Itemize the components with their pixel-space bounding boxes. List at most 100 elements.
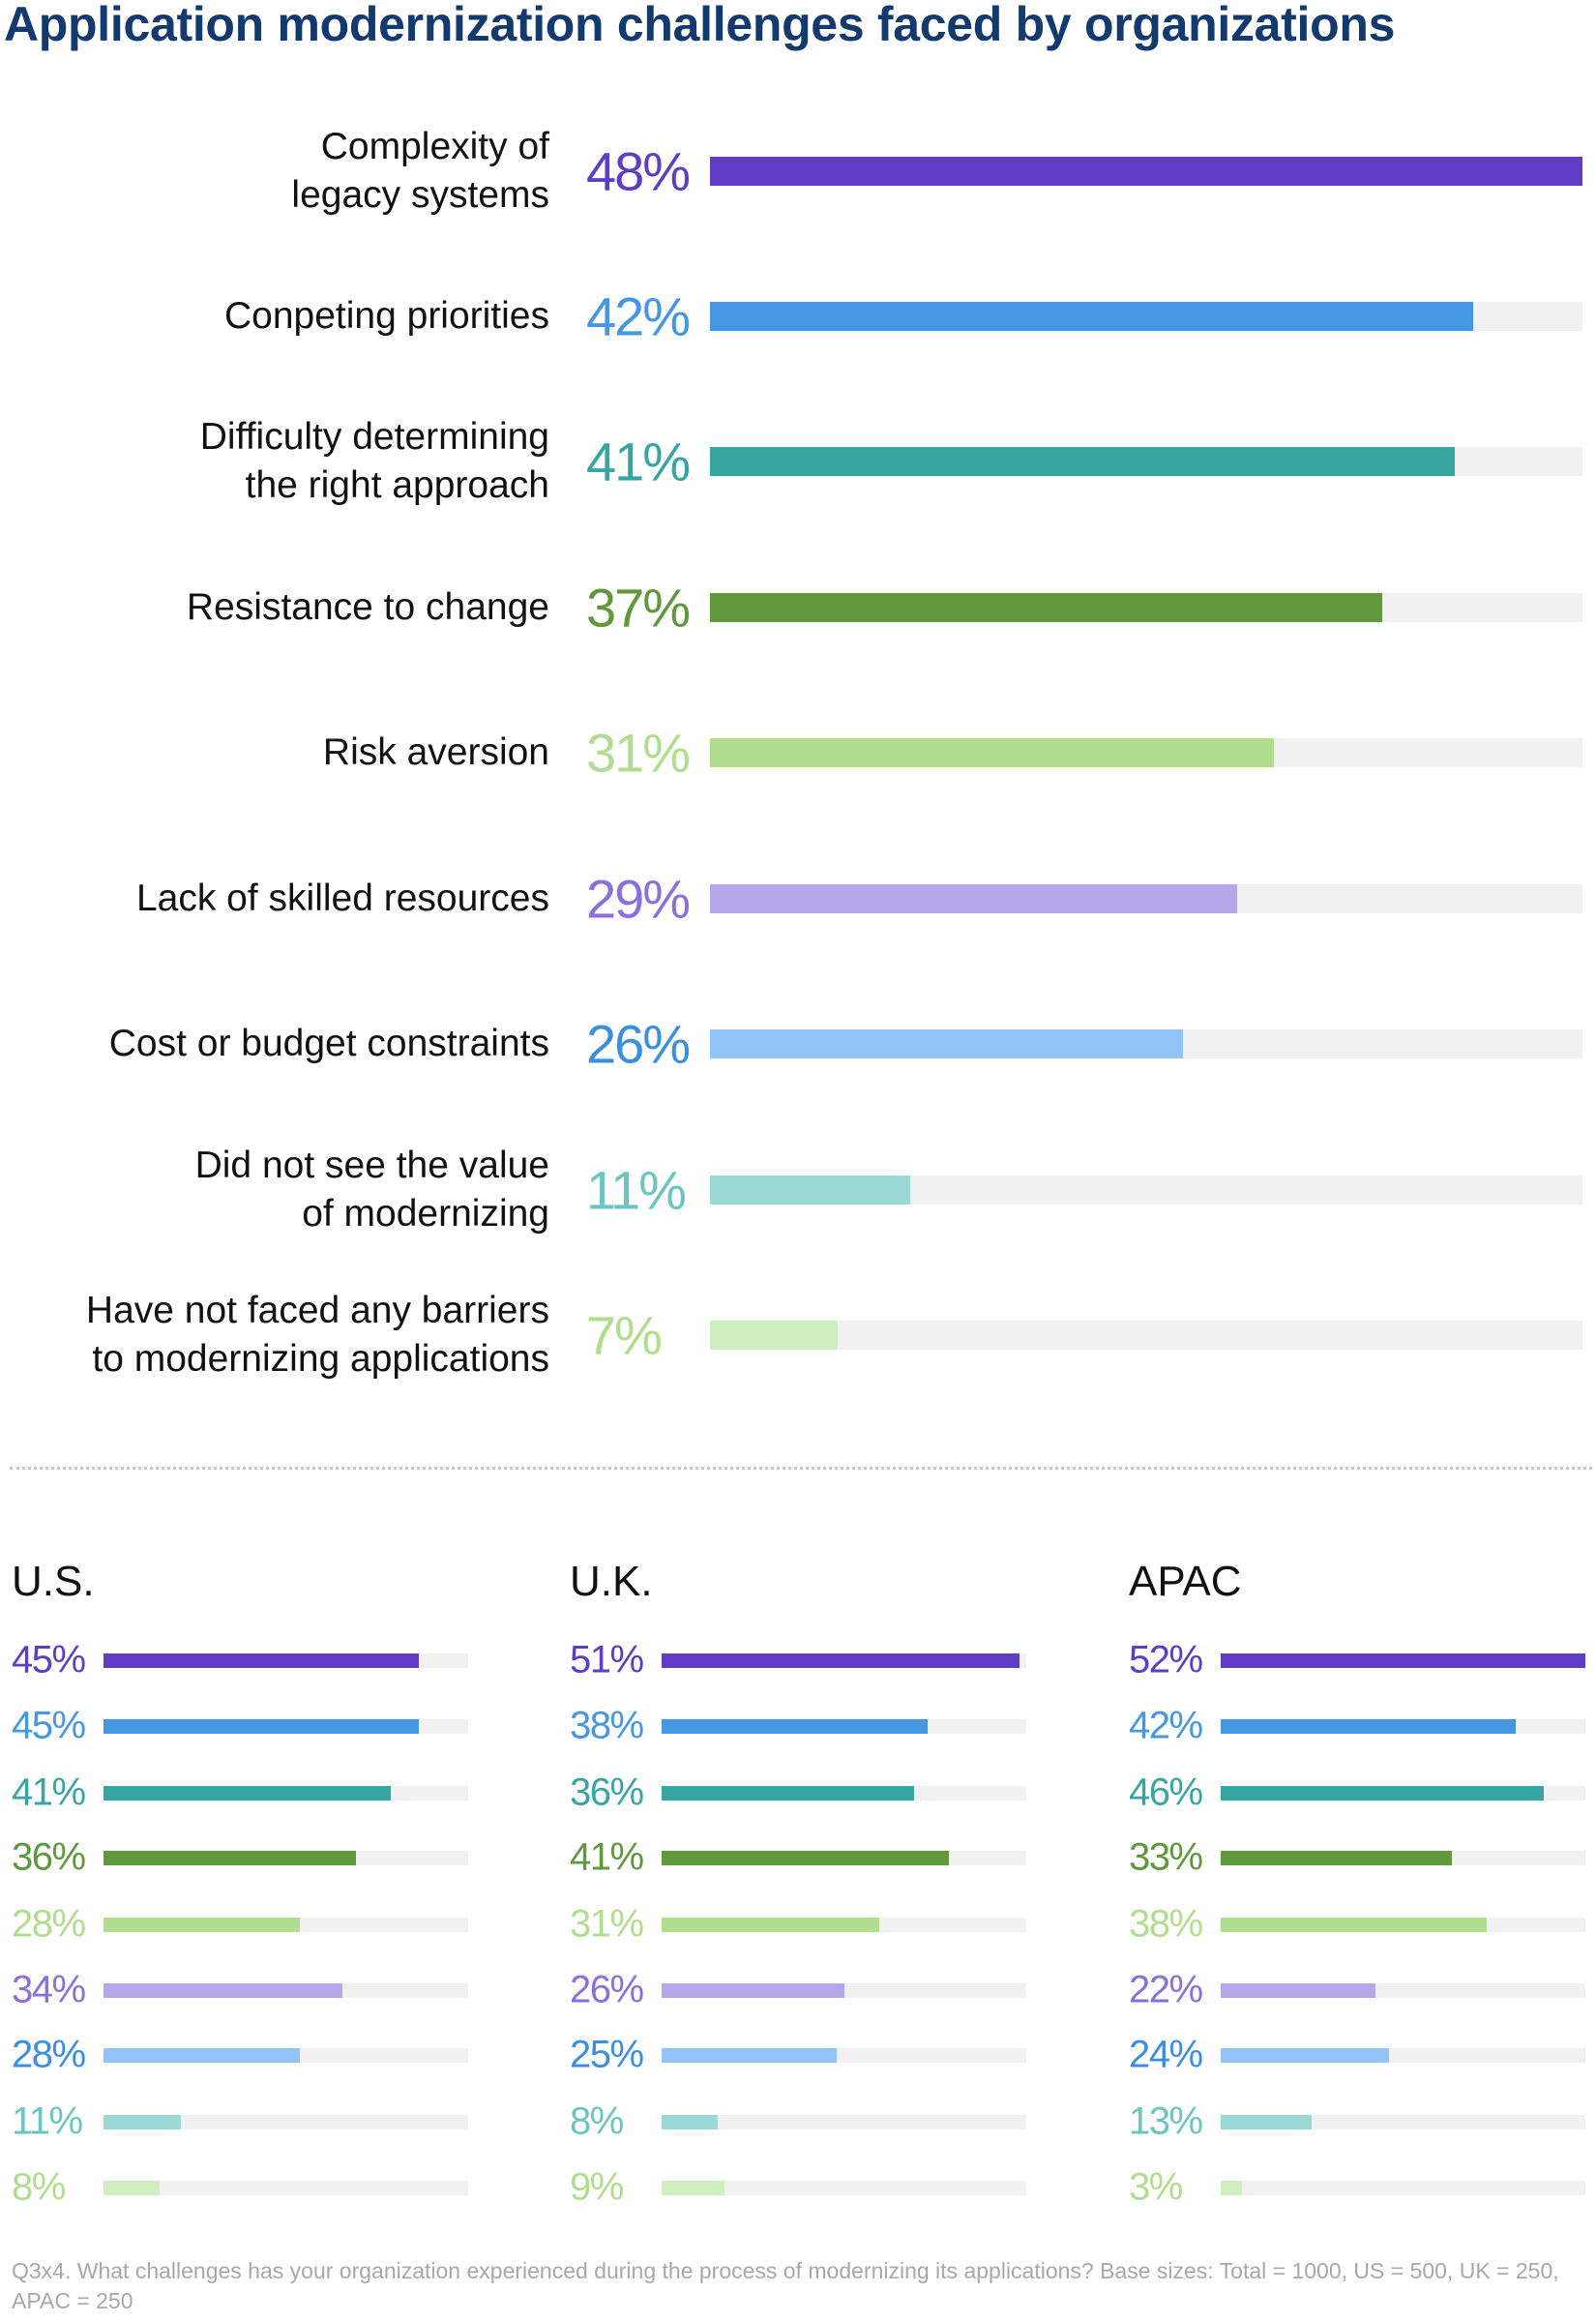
bar <box>710 1321 838 1350</box>
bar <box>662 1851 950 1865</box>
data-label: 3% <box>1129 2165 1183 2209</box>
bar <box>1221 2048 1389 2063</box>
data-label: 41% <box>570 1835 644 1879</box>
data-label: 48% <box>586 140 691 202</box>
bar <box>710 1029 1183 1058</box>
data-label: 28% <box>12 1902 86 1946</box>
category-label: Did not see the value of modernizing <box>194 1145 549 1235</box>
bar <box>662 1786 914 1801</box>
bar-track <box>662 1719 1026 1734</box>
bar <box>1221 1851 1453 1865</box>
bar-track <box>103 2048 468 2063</box>
bar-track <box>103 1918 468 1932</box>
bar-track <box>1221 2181 1585 2195</box>
bar-track <box>710 1176 1582 1205</box>
data-label: 45% <box>12 1638 86 1682</box>
bar <box>710 157 1582 186</box>
bar <box>662 1918 879 1932</box>
bar-track <box>710 738 1582 767</box>
data-label: 31% <box>586 722 691 784</box>
dotted-divider <box>10 1467 1592 1470</box>
bar-track <box>103 1653 468 1668</box>
bar <box>710 302 1474 331</box>
data-label: 38% <box>570 1704 644 1747</box>
data-label: 9% <box>570 2165 624 2209</box>
data-label: 38% <box>1129 1902 1203 1946</box>
bar-track <box>662 2048 1026 2063</box>
region-title: U.S. <box>12 1558 95 1605</box>
data-label: 8% <box>12 2165 66 2209</box>
bar-track <box>103 2115 468 2129</box>
bar-track <box>710 302 1582 331</box>
bar-track <box>710 157 1582 186</box>
bar-track <box>710 1321 1582 1350</box>
category-label: Resistance to change <box>186 586 549 628</box>
bar <box>662 2181 725 2195</box>
category-label: Conpeting priorities <box>223 295 549 337</box>
footnote: Q3x4. What challenges has your organizat… <box>12 2258 1559 2313</box>
data-label: 22% <box>1129 1968 1203 2011</box>
data-label: 24% <box>1129 2033 1203 2076</box>
data-label: 25% <box>570 2033 644 2076</box>
data-label: 31% <box>570 1902 644 1946</box>
category-label: Difficulty determining the right approac… <box>199 416 549 506</box>
bar-track <box>662 1653 1026 1668</box>
bar <box>1221 1786 1544 1801</box>
region-title: APAC <box>1129 1558 1242 1605</box>
data-label: 34% <box>12 1968 86 2011</box>
data-label: 45% <box>12 1704 86 1747</box>
data-label: 29% <box>586 868 691 930</box>
category-label: Have not faced any barriers to modernizi… <box>85 1290 549 1380</box>
bar-track <box>1221 1983 1585 1998</box>
bar-track <box>710 884 1582 913</box>
bar <box>662 1719 929 1734</box>
data-label: 26% <box>570 1968 644 2011</box>
data-label: 36% <box>12 1835 86 1879</box>
bar <box>1221 1983 1375 1998</box>
bar-track <box>103 1983 468 1998</box>
data-label: 28% <box>12 2033 86 2076</box>
bar <box>1221 2181 1242 2195</box>
category-label: Risk aversion <box>322 731 549 773</box>
data-label: 42% <box>586 285 691 347</box>
data-label: 13% <box>1129 2099 1203 2143</box>
bar-track <box>103 1851 468 1865</box>
category-label: Lack of skilled resources <box>135 878 549 919</box>
bar-track <box>662 1786 1026 1801</box>
bar-track <box>662 1851 1026 1865</box>
category-label: Complexity of legacy systems <box>291 126 549 216</box>
bar-track <box>1221 1786 1585 1801</box>
category-label: Cost or budget constraints <box>108 1023 549 1064</box>
bar <box>103 1918 300 1932</box>
bar-track <box>1221 1851 1585 1865</box>
bar-track <box>710 593 1582 622</box>
bar <box>103 1786 392 1801</box>
bar <box>1221 1918 1488 1932</box>
data-label: 8% <box>570 2099 624 2143</box>
bar <box>103 1719 420 1734</box>
bar <box>103 2048 300 2063</box>
bar <box>662 2048 838 2063</box>
data-label: 52% <box>1129 1638 1203 1682</box>
data-label: 46% <box>1129 1771 1203 1814</box>
bar <box>710 884 1237 913</box>
bar <box>1221 2115 1313 2129</box>
data-label: 37% <box>586 577 691 639</box>
bar <box>662 2115 718 2129</box>
data-label: 7% <box>586 1304 663 1366</box>
bar-track <box>1221 1653 1585 1668</box>
chart-title: Application modernization challenges fac… <box>4 0 1396 51</box>
bar-track <box>710 1029 1582 1058</box>
bar-track <box>1221 2048 1585 2063</box>
bar-track <box>662 1918 1026 1932</box>
bar <box>103 2115 181 2129</box>
bar <box>1221 1719 1516 1734</box>
data-label: 33% <box>1129 1835 1203 1879</box>
bar-track <box>1221 1918 1585 1932</box>
bar <box>662 1983 844 1998</box>
bar <box>662 1653 1020 1668</box>
data-label: 36% <box>570 1771 644 1814</box>
bar-track <box>662 2115 1026 2129</box>
bar-track <box>710 447 1582 476</box>
bar <box>710 738 1274 767</box>
